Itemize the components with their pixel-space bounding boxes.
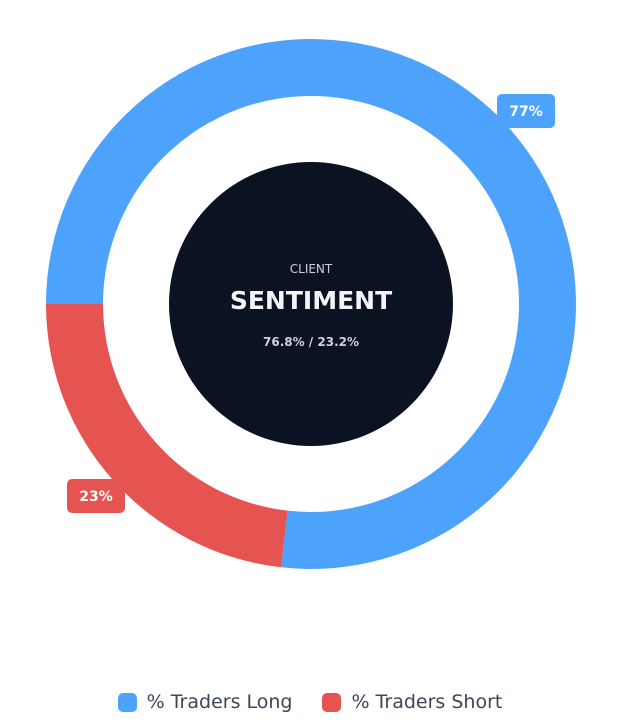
donut-chart: CLIENT SENTIMENT 76.8% / 23.2% 77% 23% — [46, 39, 576, 570]
legend-swatch-long — [117, 692, 137, 712]
legend-label-long: % Traders Long — [146, 691, 293, 713]
data-labels: 77% 23% — [67, 94, 555, 513]
data-label-badge-long — [497, 94, 555, 128]
center-ratio: 76.8% / 23.2% — [263, 335, 359, 349]
legend-item-short[interactable]: % Traders Short — [322, 691, 502, 713]
data-label-text-short: 23% — [79, 489, 113, 505]
center-circle — [169, 162, 453, 446]
legend-item-long[interactable]: % Traders Long — [117, 691, 293, 713]
donut-slices — [46, 39, 576, 570]
data-label-long: 77% — [497, 94, 555, 128]
center-label-sentiment: SENTIMENT — [230, 286, 392, 315]
data-label-text-long: 77% — [509, 104, 543, 120]
legend-swatch-short — [322, 692, 342, 712]
donut-slice-short[interactable] — [46, 304, 288, 568]
data-label-short: 23% — [67, 479, 125, 513]
data-label-badge-short — [67, 479, 125, 513]
legend: % Traders Long % Traders Short — [0, 688, 620, 716]
center-label-client: CLIENT — [290, 262, 333, 276]
legend-label-short: % Traders Short — [351, 691, 503, 713]
